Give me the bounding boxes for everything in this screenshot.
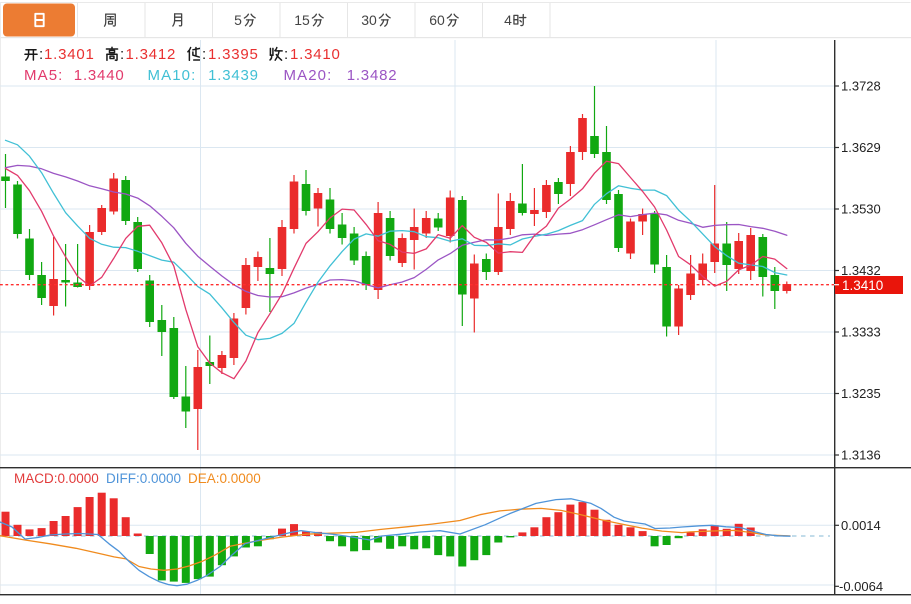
svg-text:1.3629: 1.3629 <box>841 140 881 155</box>
svg-text:1.3410: 1.3410 <box>842 278 883 293</box>
svg-text:4: 4 <box>504 12 512 28</box>
svg-text:1.3395: 1.3395 <box>208 46 259 63</box>
svg-text:5: 5 <box>234 12 242 28</box>
svg-text:1.3136: 1.3136 <box>841 448 881 463</box>
svg-text:-0.0064: -0.0064 <box>839 579 883 594</box>
svg-text:1.3530: 1.3530 <box>841 202 881 217</box>
svg-text:60: 60 <box>429 12 445 28</box>
svg-text:DEA:0.0000: DEA:0.0000 <box>188 471 261 486</box>
svg-text::: : <box>39 46 43 63</box>
svg-text:1.3728: 1.3728 <box>841 79 881 94</box>
svg-text:15: 15 <box>294 12 310 28</box>
svg-text::: : <box>284 46 288 63</box>
svg-text::: : <box>120 46 124 63</box>
svg-text:MA5:: MA5: <box>24 67 63 84</box>
svg-text:1.3440: 1.3440 <box>74 67 125 84</box>
svg-text:1.3482: 1.3482 <box>347 67 398 84</box>
svg-text:1.3333: 1.3333 <box>841 325 881 340</box>
svg-text:30: 30 <box>361 12 377 28</box>
svg-text:1.3235: 1.3235 <box>841 386 881 401</box>
svg-text:DIFF:0.0000: DIFF:0.0000 <box>106 471 181 486</box>
svg-text:1.3439: 1.3439 <box>208 67 259 84</box>
svg-text:1.3401: 1.3401 <box>44 46 95 63</box>
svg-text:1.3412: 1.3412 <box>126 46 177 63</box>
svg-text:MACD:0.0000: MACD:0.0000 <box>14 471 99 486</box>
svg-text:MA10:: MA10: <box>148 67 197 84</box>
svg-text::: : <box>202 46 206 63</box>
svg-text:1.3432: 1.3432 <box>841 263 881 278</box>
svg-text:0.0014: 0.0014 <box>841 518 881 533</box>
svg-text:MA20:: MA20: <box>284 67 333 84</box>
svg-text:1.3410: 1.3410 <box>290 46 341 63</box>
